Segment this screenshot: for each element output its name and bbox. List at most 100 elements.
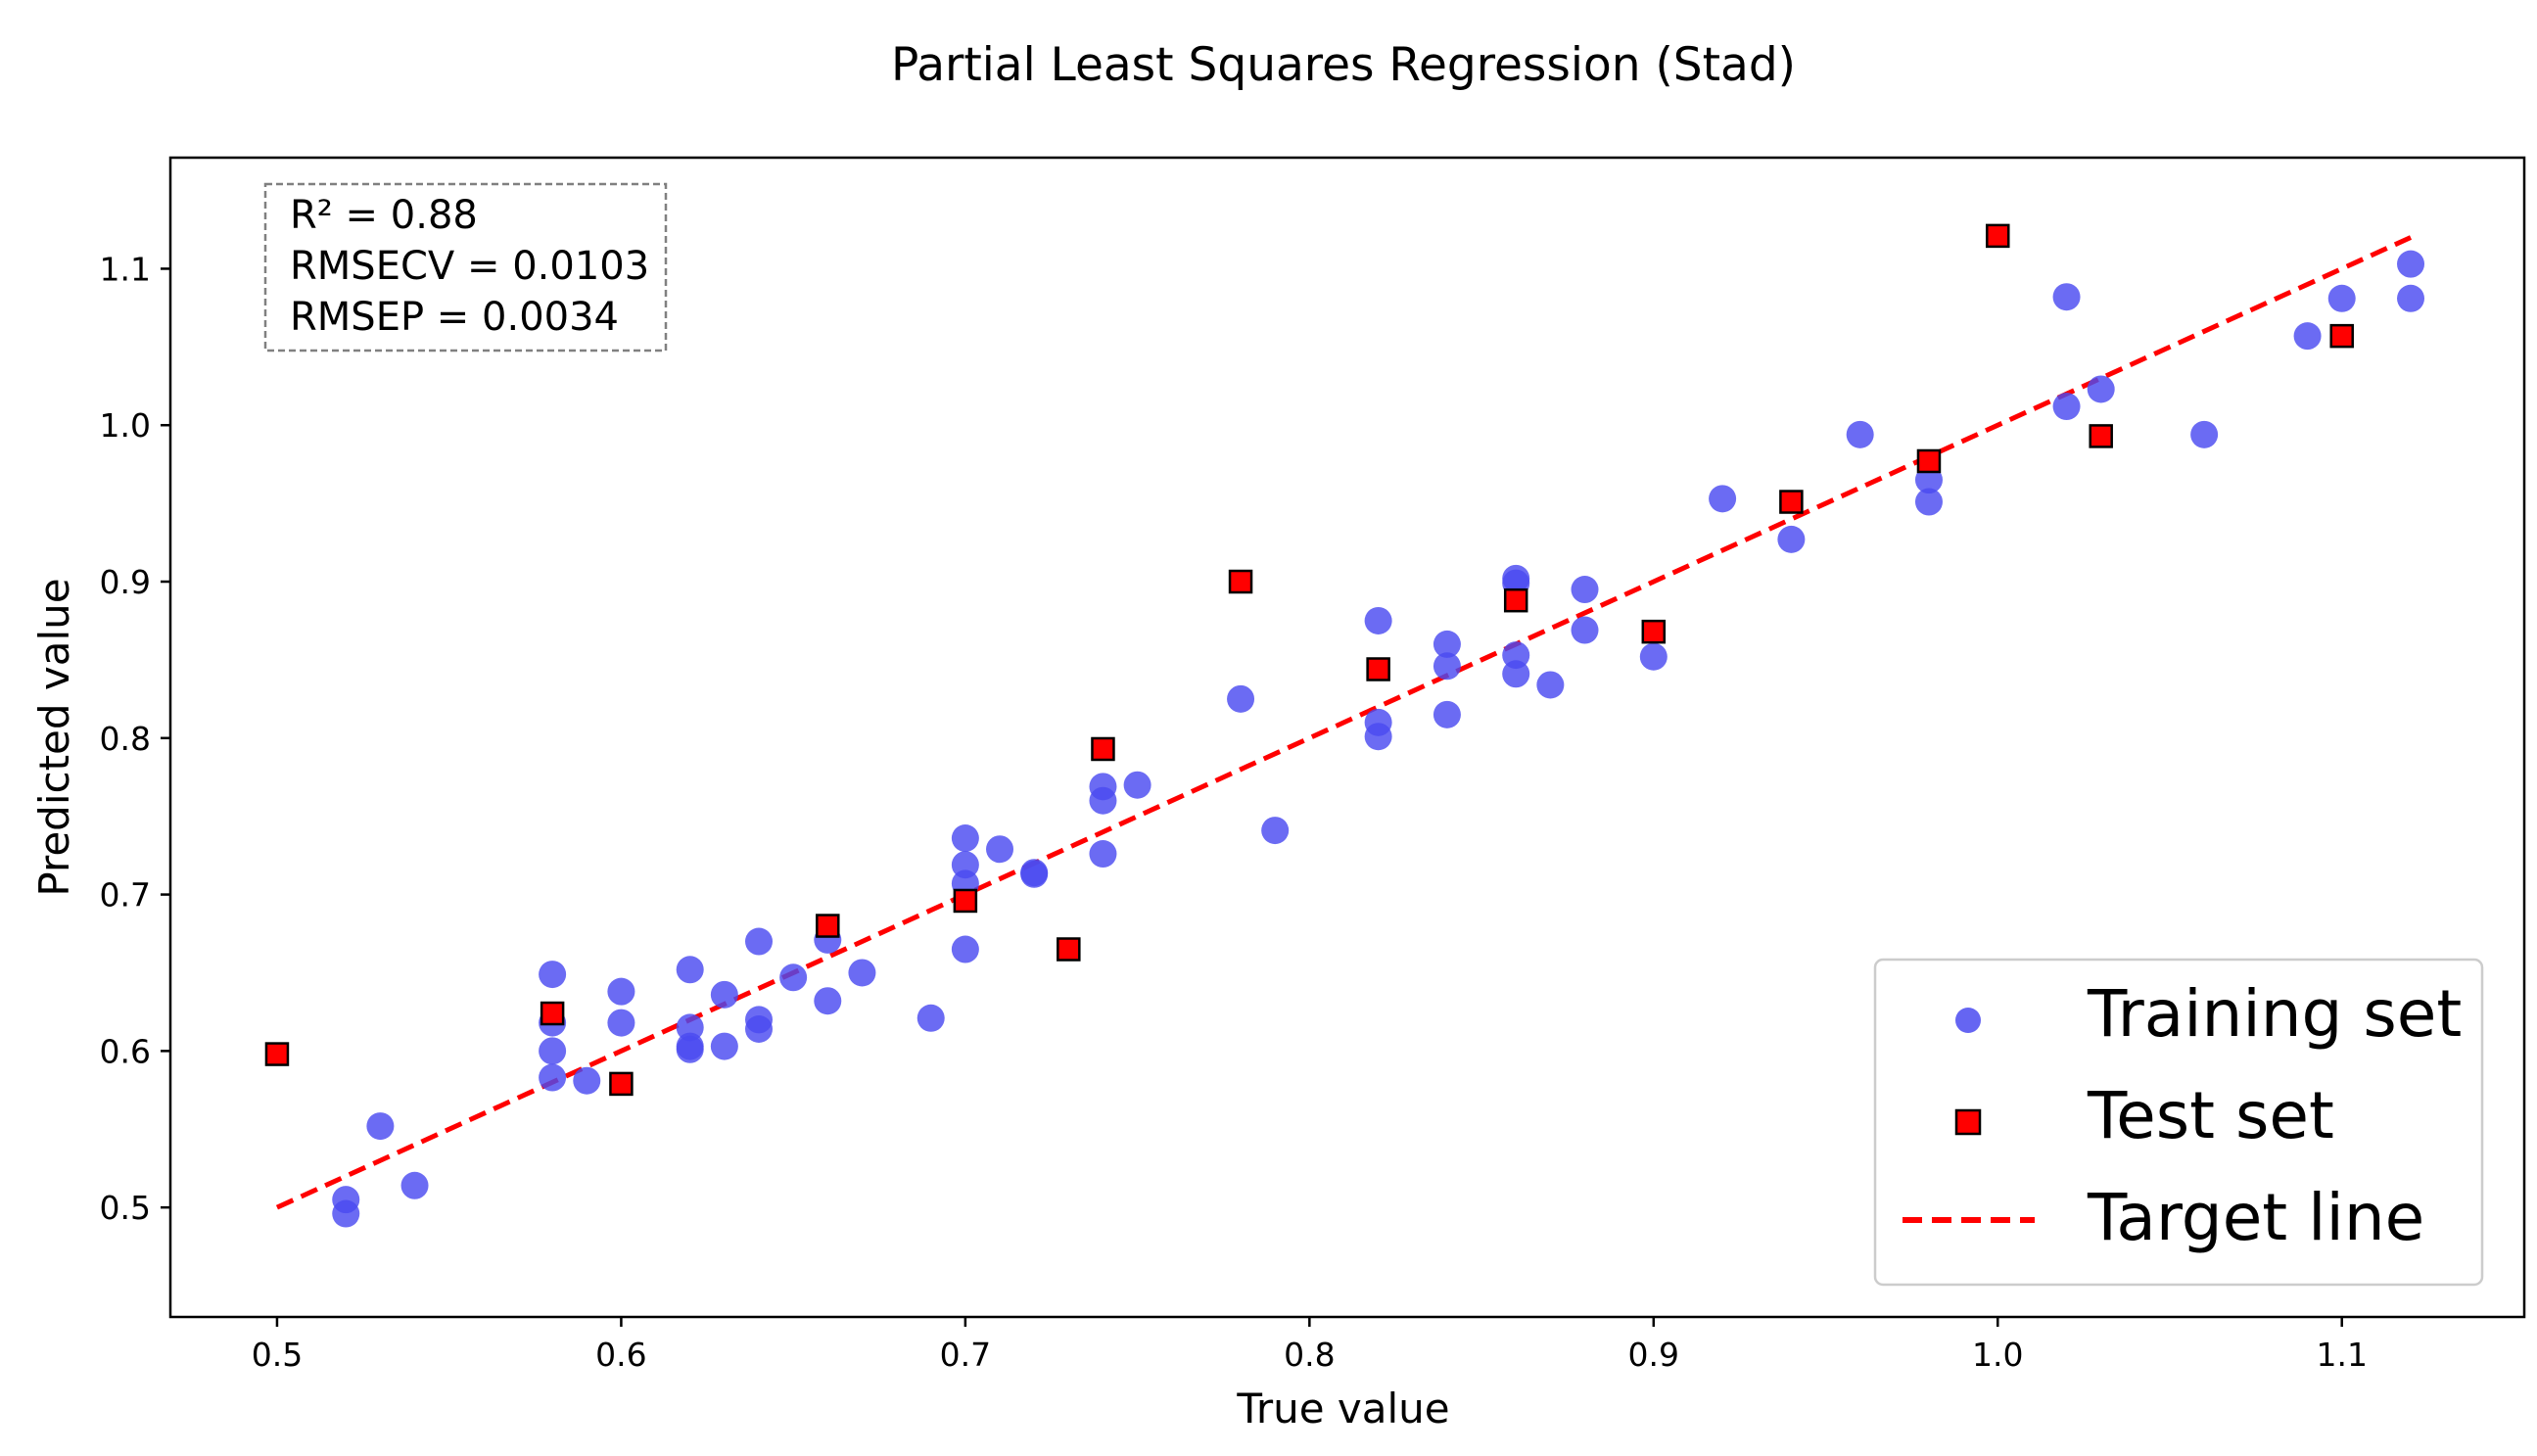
training-point — [710, 1032, 738, 1060]
training-point — [539, 1037, 567, 1065]
training-point — [573, 1066, 601, 1095]
x-tick-label: 1.0 — [1972, 1336, 2023, 1374]
training-point — [2293, 322, 2322, 351]
legend-target-label: Target line — [2087, 1180, 2424, 1255]
x-tick-label: 0.6 — [595, 1336, 646, 1374]
y-tick-label: 0.7 — [100, 876, 151, 915]
legend-training-label: Training set — [2087, 976, 2462, 1052]
target-line-layer — [275, 235, 2413, 1210]
legend-training-marker — [1955, 1008, 1981, 1033]
legend-test-marker — [1954, 1108, 1982, 1136]
chart-title: Partial Least Squares Regression (Stad) — [891, 38, 1796, 92]
training-point — [607, 977, 635, 1006]
x-tick-label: 0.8 — [1284, 1336, 1335, 1374]
y-axis-ticks: 0.5 0.6 0.7 0.8 0.9 1.0 1.1 — [100, 250, 170, 1227]
training-point — [676, 956, 704, 984]
training-point — [745, 927, 773, 956]
stats-box: R² = 0.88 RMSECV = 0.0103 RMSEP = 0.0034 — [263, 182, 668, 352]
training-point — [2087, 375, 2115, 403]
stats-rmsep: RMSEP = 0.0034 — [290, 295, 619, 340]
y-axis-label: Predicted value — [30, 578, 78, 896]
training-point — [676, 1035, 704, 1063]
test-point — [540, 1001, 565, 1026]
y-tick-label: 0.8 — [100, 720, 151, 758]
legend: Training set Test set Target line — [1873, 958, 2484, 1287]
test-point — [1503, 587, 1528, 613]
test-point — [1057, 937, 1081, 962]
test-point — [2329, 323, 2354, 349]
training-point — [2052, 283, 2081, 311]
stats-box-border — [263, 182, 668, 352]
x-tick-label: 1.1 — [2316, 1336, 2367, 1374]
test-point — [264, 1042, 290, 1066]
stats-r2: R² = 0.88 — [290, 193, 478, 238]
training-point — [400, 1171, 429, 1199]
test-point — [1779, 490, 1804, 514]
training-point — [2052, 393, 2081, 421]
training-point — [1571, 616, 1599, 644]
y-tick-label: 0.5 — [100, 1189, 151, 1227]
training-point — [1089, 786, 1117, 815]
training-points-layer — [332, 250, 2425, 1228]
legend-frame — [1873, 958, 2484, 1287]
training-point — [1433, 700, 1461, 728]
training-point — [2327, 284, 2356, 312]
target-line — [275, 235, 2413, 1210]
test-point — [953, 888, 978, 914]
training-point — [1020, 860, 1049, 888]
test-point — [816, 914, 840, 938]
training-point — [366, 1112, 395, 1141]
training-point — [1709, 485, 1737, 513]
training-point — [2397, 250, 2425, 278]
x-tick-label: 0.5 — [252, 1336, 303, 1374]
test-point — [1366, 657, 1390, 681]
legend-test-label: Test set — [2087, 1078, 2334, 1153]
training-point — [951, 851, 979, 879]
test-point — [1228, 569, 1253, 594]
training-point — [916, 1004, 945, 1032]
training-point — [2190, 420, 2219, 448]
x-tick-label: 0.9 — [1628, 1336, 1679, 1374]
training-point — [1536, 671, 1565, 699]
training-point — [1364, 723, 1392, 751]
training-point — [539, 1063, 567, 1092]
test-point — [1091, 736, 1115, 762]
training-point — [1089, 840, 1117, 869]
y-tick-label: 0.9 — [100, 563, 151, 601]
training-point — [1502, 660, 1530, 688]
y-tick-label: 1.0 — [100, 406, 151, 445]
test-point — [609, 1071, 634, 1097]
training-point — [951, 935, 979, 963]
training-point — [1261, 817, 1290, 845]
training-point — [986, 835, 1014, 864]
y-tick-label: 1.1 — [100, 250, 151, 288]
x-axis-label: True value — [1236, 1385, 1449, 1433]
training-point — [1502, 641, 1530, 670]
training-point — [848, 959, 876, 987]
training-point — [745, 1014, 773, 1043]
training-point — [1433, 652, 1461, 681]
training-point — [779, 963, 808, 992]
test-point — [2089, 424, 2113, 448]
training-point — [676, 1013, 704, 1042]
training-point — [1571, 576, 1599, 604]
y-tick-label: 0.6 — [100, 1032, 151, 1070]
training-point — [1846, 420, 1874, 448]
training-point — [951, 824, 979, 853]
stats-rmsecv: RMSECV = 0.0103 — [290, 244, 649, 289]
training-point — [1433, 630, 1461, 658]
training-point — [332, 1199, 360, 1228]
x-tick-label: 0.7 — [940, 1336, 991, 1374]
test-point — [1986, 223, 2010, 249]
training-point — [814, 987, 842, 1015]
test-point — [1641, 619, 1667, 644]
training-point — [2397, 284, 2425, 312]
training-point — [1914, 488, 1943, 516]
x-axis-ticks: 0.5 0.6 0.7 0.8 0.9 1.0 1.1 — [252, 1317, 2368, 1374]
training-point — [1364, 606, 1392, 634]
training-point — [1227, 684, 1255, 713]
test-point — [1916, 448, 1942, 474]
training-point — [607, 1009, 635, 1037]
training-point — [539, 961, 567, 989]
